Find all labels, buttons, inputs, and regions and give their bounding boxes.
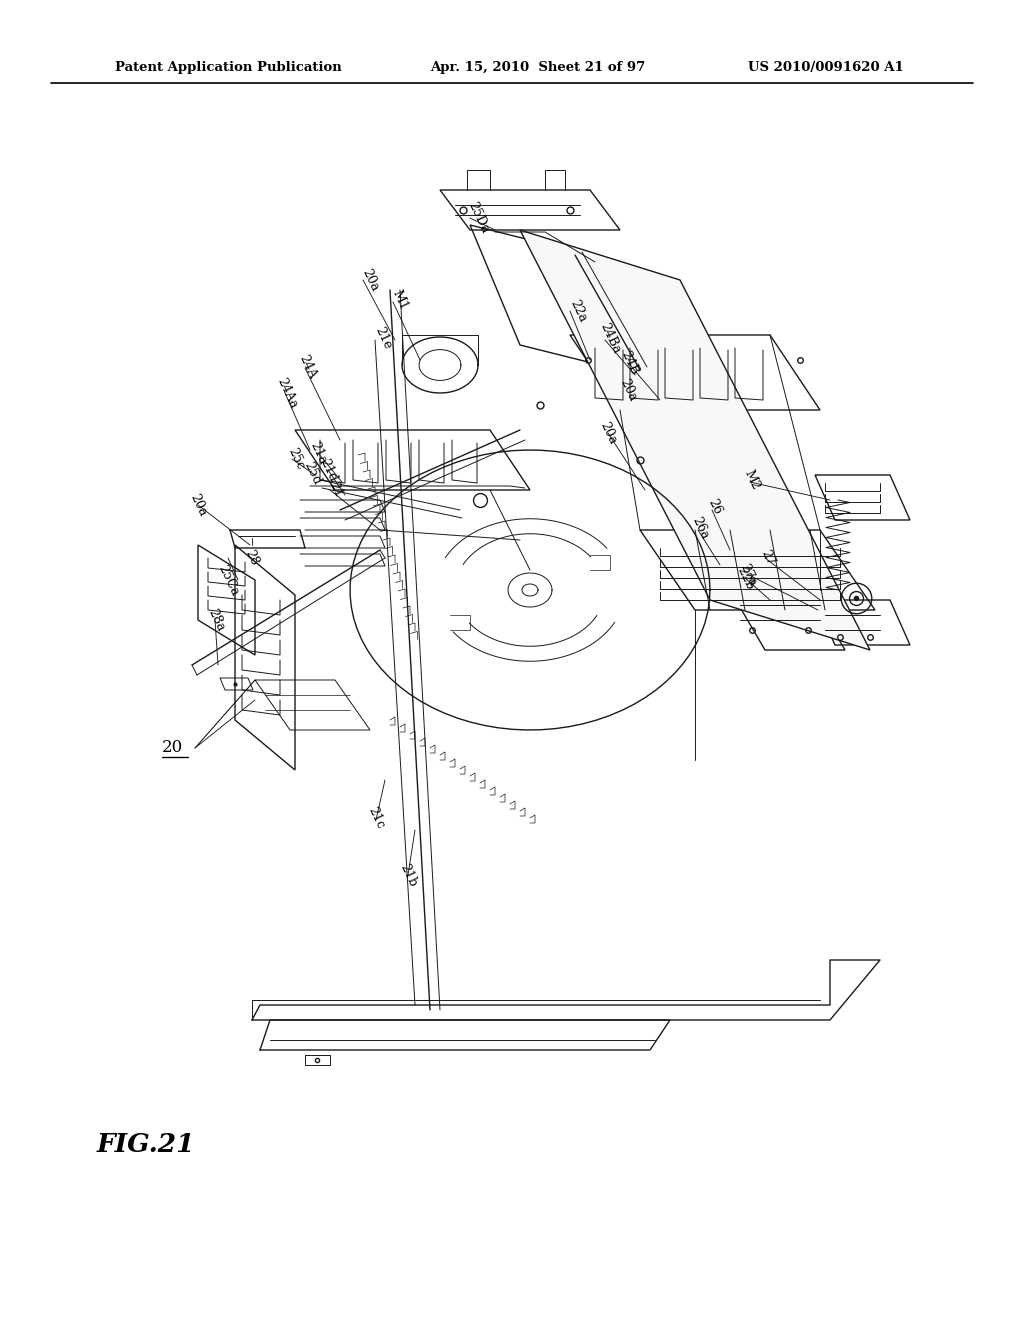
Text: M1: M1 xyxy=(390,288,411,313)
Text: 26: 26 xyxy=(706,498,724,517)
Text: 21c: 21c xyxy=(366,805,387,832)
Polygon shape xyxy=(520,230,870,649)
Text: 25Ca: 25Ca xyxy=(215,562,241,598)
Text: FIG.21: FIG.21 xyxy=(97,1133,196,1158)
Text: 20a: 20a xyxy=(597,420,618,446)
Text: 20a: 20a xyxy=(359,267,381,293)
Text: 25c: 25c xyxy=(286,446,307,473)
Text: 28: 28 xyxy=(243,548,261,568)
Text: 21: 21 xyxy=(327,480,345,500)
Text: 24Ba: 24Ba xyxy=(597,321,623,355)
Text: 21d: 21d xyxy=(317,457,339,483)
Text: 24Aa: 24Aa xyxy=(274,376,300,411)
Text: 21a: 21a xyxy=(307,440,329,466)
Text: US 2010/0091620 A1: US 2010/0091620 A1 xyxy=(748,62,904,74)
Text: 22b: 22b xyxy=(734,565,756,591)
Text: 24B: 24B xyxy=(618,348,641,378)
Text: 25Da: 25Da xyxy=(465,201,490,236)
Text: Patent Application Publication: Patent Application Publication xyxy=(115,62,342,74)
Text: 20a: 20a xyxy=(617,376,639,404)
Text: 27: 27 xyxy=(759,548,777,568)
Text: 28a: 28a xyxy=(205,607,227,634)
Text: 20a: 20a xyxy=(187,491,209,519)
Text: 27a: 27a xyxy=(737,562,759,589)
Text: 21e: 21e xyxy=(372,325,394,351)
Text: 25d: 25d xyxy=(301,459,323,487)
Text: M2: M2 xyxy=(741,467,762,492)
Text: Apr. 15, 2010  Sheet 21 of 97: Apr. 15, 2010 Sheet 21 of 97 xyxy=(430,62,645,74)
Text: 20: 20 xyxy=(162,739,183,756)
Text: 21b: 21b xyxy=(397,862,419,888)
Text: 22a: 22a xyxy=(567,298,589,325)
Text: 26a: 26a xyxy=(689,515,711,541)
Text: 24A: 24A xyxy=(297,352,319,381)
